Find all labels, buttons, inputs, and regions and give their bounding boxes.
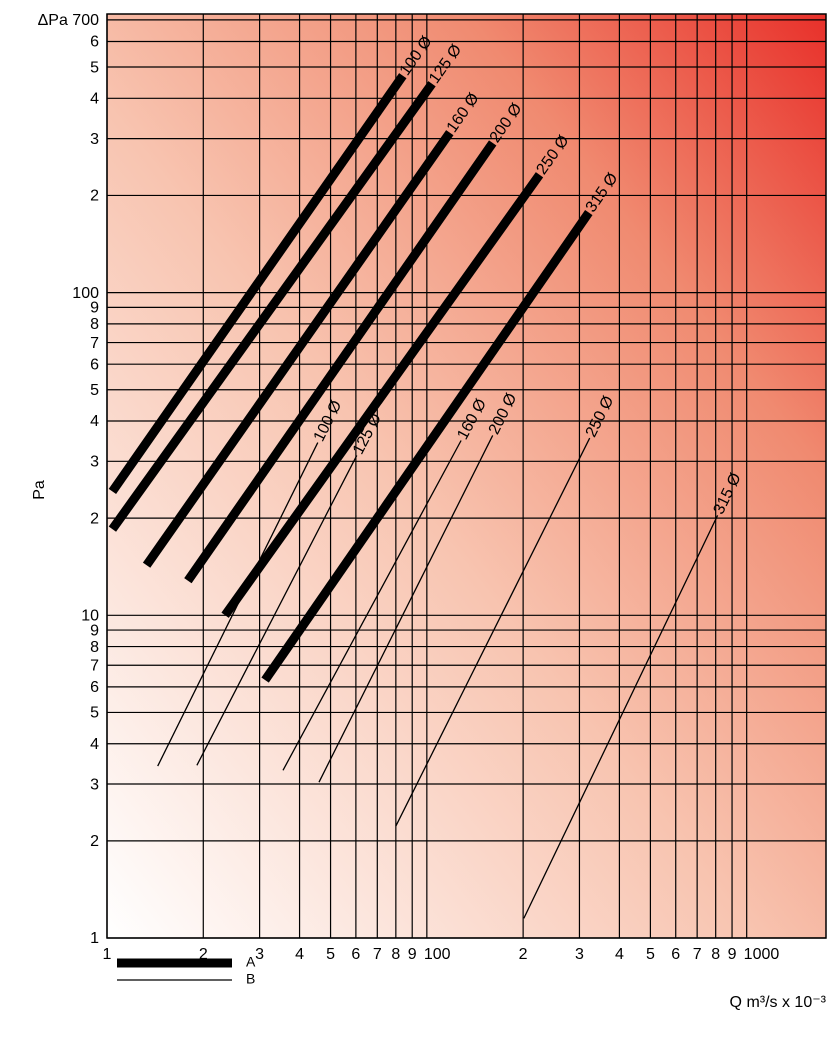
x-tick-label: 6: [351, 946, 360, 963]
y-tick-label: 3: [90, 776, 99, 793]
x-tick-label: 9: [408, 946, 417, 963]
curve: [108, 81, 436, 532]
y-tick-label: 1: [90, 930, 99, 947]
y-tick-label: 8: [90, 639, 99, 656]
legend-label: A: [246, 954, 256, 970]
y-tick-label: 3: [90, 131, 99, 148]
x-tick-label: 2: [519, 946, 528, 963]
plot-frame: [106, 13, 827, 939]
x-tick-label: 9: [728, 946, 737, 963]
curve: [196, 455, 358, 766]
curve: [261, 210, 593, 683]
grid: [106, 14, 826, 939]
y-tick-label: 2: [90, 833, 99, 850]
curve: [395, 437, 591, 827]
x-axis-title: Q m³/s x 10⁻³: [730, 994, 827, 1011]
y-tick-label: 5: [90, 382, 99, 399]
y-tick-label: 5: [90, 59, 99, 76]
y-tick-label: 4: [90, 736, 99, 753]
y-tick-label: 8: [90, 316, 99, 333]
x-tick-label: 8: [391, 946, 400, 963]
curve: [142, 130, 454, 568]
x-tick-label: 2: [199, 946, 208, 963]
curve: [523, 515, 719, 919]
x-tick-label: 1: [103, 946, 112, 963]
x-tick-label: 5: [646, 946, 655, 963]
y-tick-label: 7: [90, 658, 99, 675]
curve: [318, 435, 494, 783]
x-tick-label: 7: [373, 946, 382, 963]
y-tick-label: 6: [90, 356, 99, 373]
y-tick-label: 3: [90, 454, 99, 471]
y-tick-label: 2: [90, 188, 99, 205]
x-tick-label: 7: [693, 946, 702, 963]
x-tick-label: 4: [295, 946, 304, 963]
x-tick-label: 5: [326, 946, 335, 963]
y-tick-label: 2: [90, 510, 99, 527]
y-tick-label: 9: [90, 300, 99, 317]
curve: [184, 140, 497, 584]
y-tick-label: 4: [90, 413, 99, 430]
y-tick-label: 6: [90, 679, 99, 696]
y-tick-label: 4: [90, 91, 99, 108]
y-tick-label: 7: [90, 335, 99, 352]
y-tick-label: 9: [90, 622, 99, 639]
legend-label: B: [246, 971, 255, 987]
x-tick-label: 8: [711, 946, 720, 963]
y-axis-title: Pa: [31, 480, 48, 500]
curve: [157, 442, 319, 767]
y-tick-label: 5: [90, 705, 99, 722]
x-tick-label: 3: [255, 946, 264, 963]
x-tick-label: 1000: [744, 946, 780, 963]
y-tick-label: ΔPa 700: [38, 12, 100, 29]
x-tick-label: 6: [671, 946, 680, 963]
curve: [108, 73, 407, 494]
y-tick-label: 100: [72, 285, 99, 302]
plot-background: [107, 14, 826, 938]
x-tick-label: 4: [615, 946, 624, 963]
curve: [282, 440, 462, 771]
x-tick-label: 100: [424, 946, 451, 963]
x-tick-label: 3: [575, 946, 584, 963]
y-tick-label: 10: [81, 608, 99, 625]
curve: [221, 172, 544, 618]
y-tick-label: 6: [90, 34, 99, 51]
